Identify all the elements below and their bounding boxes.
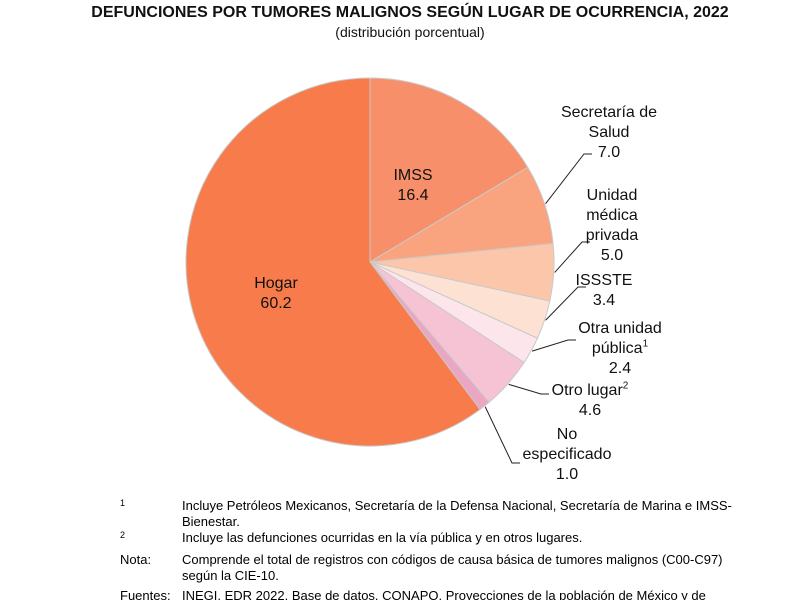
slice-label: Otro lugar2 4.6 bbox=[540, 381, 640, 421]
category-label: Hogar bbox=[254, 275, 298, 292]
slice-label: Unidad médica privada 5.0 bbox=[577, 186, 647, 266]
chart-subtitle: (distribución porcentual) bbox=[335, 24, 485, 40]
category-label: Unidad médica privada bbox=[585, 187, 639, 244]
value-label: 5.0 bbox=[600, 247, 624, 264]
leader-line bbox=[508, 383, 549, 395]
slice-label: ISSSTE 3.4 bbox=[564, 271, 644, 311]
pie-slice bbox=[369, 77, 529, 263]
slice-label: Otra unidad pública1 2.4 bbox=[562, 319, 678, 379]
footnote-marker: 2 bbox=[622, 380, 629, 392]
value-label: 7.0 bbox=[597, 144, 621, 161]
category-label: ISSSTE bbox=[575, 272, 633, 289]
leader-line bbox=[545, 153, 592, 205]
category-label: IMSS bbox=[393, 167, 433, 184]
leader-line bbox=[531, 339, 576, 352]
footnote-text: INEGI. EDR 2022. Base de datos. CONAPO. … bbox=[182, 588, 706, 600]
category-label: Otra unidad pública bbox=[578, 320, 662, 357]
chart-title: DEFUNCIONES POR TUMORES MALIGNOS SEGÚN L… bbox=[91, 4, 729, 21]
footnote-marker: 2 bbox=[120, 530, 126, 540]
category-label: Otro lugar bbox=[551, 382, 623, 399]
category-label: Secretaría de Salud bbox=[560, 104, 658, 141]
value-label: 60.2 bbox=[260, 295, 292, 312]
footnote-marker: Nota: bbox=[120, 552, 152, 567]
slice-label: IMSS 16.4 bbox=[353, 166, 473, 206]
slice-label: No especificado 1.0 bbox=[517, 425, 617, 485]
footnote-text: Incluye las defunciones ocurridas en la … bbox=[182, 530, 583, 545]
footnote-text: Comprende el total de registros con códi… bbox=[182, 552, 723, 583]
footnote-marker: 1 bbox=[642, 338, 649, 350]
slice-label: Hogar 60.2 bbox=[216, 274, 336, 314]
leader-line bbox=[545, 286, 586, 321]
pie-slice bbox=[185, 77, 481, 447]
value-label: 1.0 bbox=[555, 466, 579, 483]
value-label: 3.4 bbox=[592, 292, 616, 309]
footnote-marker: Fuentes: bbox=[120, 588, 171, 600]
value-label: 16.4 bbox=[397, 187, 429, 204]
footnote-marker: 1 bbox=[120, 498, 126, 508]
value-label: 4.6 bbox=[578, 402, 602, 419]
leader-line bbox=[554, 241, 590, 273]
category-label: No especificado bbox=[522, 426, 612, 463]
footnote-text: Incluye Petróleos Mexicanos, Secretaría … bbox=[182, 498, 732, 529]
slice-label: Secretaría de Salud 7.0 bbox=[549, 103, 669, 163]
value-label: 2.4 bbox=[608, 360, 632, 377]
leader-line bbox=[484, 406, 520, 464]
